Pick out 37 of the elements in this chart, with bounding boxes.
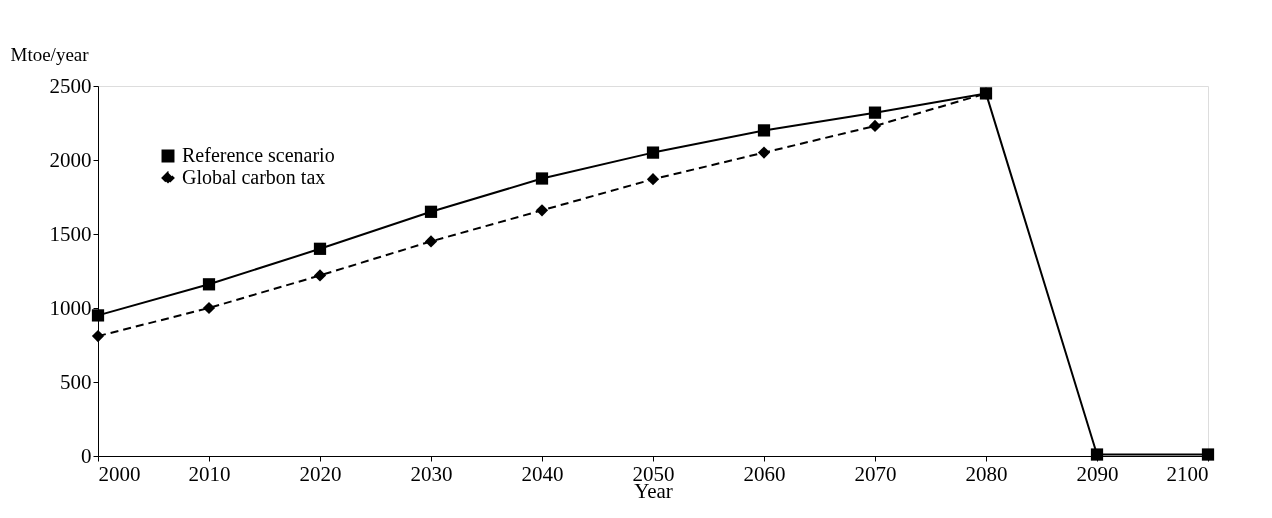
x-tick-label: 2040 (521, 461, 564, 486)
point (757, 124, 771, 137)
y-tick-label: 500 (60, 369, 92, 394)
x-tick-label: 2100 (1166, 461, 1209, 486)
x-tick-label: 2010 (188, 461, 231, 486)
x-tick-label: 2060 (743, 461, 786, 486)
x-tick-label: 2080 (965, 461, 1008, 486)
point (757, 146, 771, 159)
y-tick-label: 0 (81, 443, 92, 468)
point (91, 309, 105, 322)
point (91, 330, 105, 343)
point (424, 235, 438, 248)
point (202, 278, 216, 291)
point (868, 119, 882, 133)
y-tick-label: 1500 (49, 221, 92, 246)
y-axis-title: Mtoe/year (10, 43, 90, 65)
x-tick-label: 2030 (410, 461, 453, 486)
point (1201, 448, 1215, 461)
y-tick-label: 1000 (49, 295, 92, 320)
point (646, 146, 660, 159)
x-tick-label: 2000 (98, 461, 141, 486)
x-tick-label: 2090 (1076, 461, 1119, 486)
legend-label: Global carbon tax (182, 166, 326, 188)
point (313, 269, 327, 282)
point (313, 242, 327, 255)
point (202, 301, 216, 315)
x-tick-label: 2020 (299, 461, 342, 486)
point (424, 205, 438, 218)
legend-label: Reference scenario (182, 144, 335, 166)
x-tick-label: 2070 (854, 461, 897, 486)
point (868, 106, 882, 119)
point (535, 204, 549, 217)
y-tick-label: 2500 (49, 73, 92, 98)
point (535, 172, 549, 185)
y-tick-label: 2000 (49, 147, 92, 172)
point (646, 173, 660, 186)
point (1090, 448, 1104, 461)
